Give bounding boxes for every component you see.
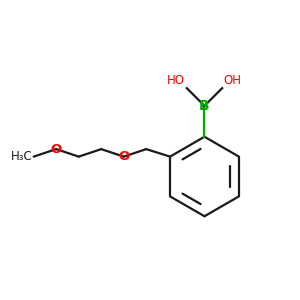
Text: HO: HO: [167, 74, 185, 87]
Text: B: B: [199, 99, 210, 113]
Text: O: O: [50, 142, 62, 156]
Text: O: O: [118, 150, 129, 163]
Text: H₃C: H₃C: [11, 150, 32, 163]
Text: OH: OH: [224, 74, 242, 87]
